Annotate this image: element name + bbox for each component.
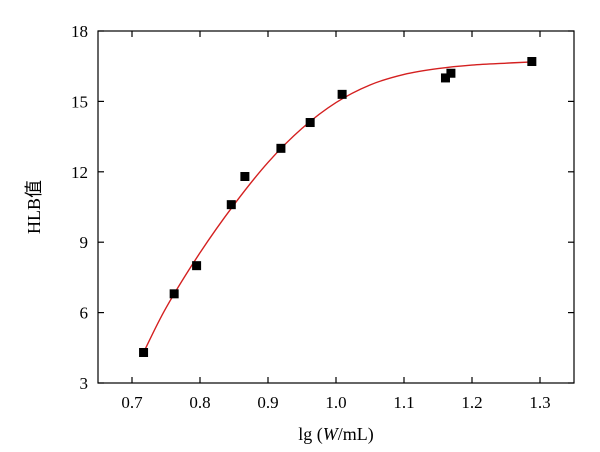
data-point [440,73,450,83]
fit-curve-layer [142,61,532,353]
y-tick-label: 15 [71,92,88,111]
data-point [226,200,236,210]
y-tick-label: 18 [71,22,88,41]
data-points-layer [139,57,537,357]
data-point [527,57,537,67]
x-axis-label-suffix: /mL) [338,424,374,445]
y-axis-label: HLB值 [24,180,44,234]
fit-curve-line [142,61,532,353]
y-tick-label: 9 [80,233,89,252]
data-point [169,289,179,299]
y-tick-label: 6 [80,304,89,323]
y-tick-label: 12 [71,163,88,182]
x-axis-label-variable: W [323,424,340,444]
data-point [446,68,456,78]
x-tick-label: 1.2 [461,393,482,412]
x-tick-label: 1.1 [393,393,414,412]
x-axis-label: lg (W/mL) [298,424,374,445]
data-point [240,171,250,181]
x-tick-label: 0.8 [189,393,210,412]
data-point [337,89,347,99]
axes-layer: 0.7 0.8 0.9 1.0 1.1 1.2 1.3 3 6 9 12 15 18 [71,22,575,412]
data-point [276,143,286,153]
x-tick-label: 0.7 [121,393,143,412]
data-point [305,118,315,128]
x-tick-label: 1.3 [529,393,550,412]
x-tick-label: 1.0 [325,393,346,412]
y-tick-label: 3 [80,374,89,393]
data-point [139,347,149,357]
x-axis-label-prefix: lg ( [298,424,323,445]
x-tick-label: 0.9 [257,393,278,412]
plot-frame [97,30,575,384]
data-point [192,261,202,271]
